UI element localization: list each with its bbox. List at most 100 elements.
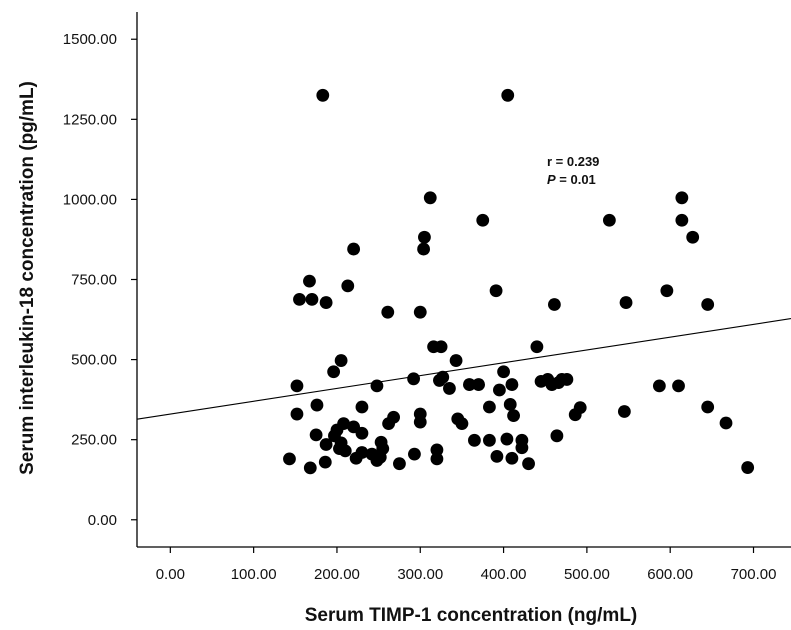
data-point — [319, 438, 333, 451]
data-points — [283, 88, 755, 475]
data-point — [493, 383, 506, 397]
data-point — [547, 298, 561, 311]
data-point — [449, 354, 463, 367]
data-point — [534, 374, 548, 388]
data-point — [675, 213, 689, 227]
data-point — [701, 400, 715, 414]
x-tick-label: 400.00 — [481, 566, 527, 583]
data-point — [303, 461, 317, 475]
data-point — [701, 298, 715, 311]
data-point — [552, 376, 565, 390]
data-point — [290, 407, 304, 421]
y-tick-label: 250.00 — [71, 432, 117, 449]
data-point — [550, 429, 564, 443]
data-point — [468, 433, 481, 447]
y-tick-label: 1500.00 — [63, 31, 117, 48]
data-point — [283, 452, 296, 466]
x-tick-label: 700.00 — [731, 566, 777, 583]
data-point — [741, 461, 755, 474]
data-point — [418, 230, 431, 244]
y-tick-label: 500.00 — [71, 352, 117, 369]
data-point — [382, 417, 396, 431]
data-point — [309, 428, 323, 442]
data-point — [327, 365, 341, 379]
p-value-label: P = 0.01 — [547, 172, 596, 187]
data-point — [515, 441, 529, 455]
y-tick-label: 750.00 — [71, 272, 117, 289]
data-point — [672, 379, 685, 393]
data-point — [355, 400, 369, 414]
y-tick-label: 0.00 — [88, 512, 117, 529]
data-point — [430, 443, 444, 457]
data-point — [423, 191, 437, 205]
data-point — [490, 449, 504, 463]
data-point — [530, 340, 544, 354]
data-point — [408, 447, 421, 461]
data-point — [430, 452, 444, 466]
data-point — [660, 284, 674, 298]
data-point — [341, 279, 355, 293]
data-point — [568, 408, 582, 422]
data-point — [619, 296, 633, 309]
data-point — [503, 398, 517, 411]
data-point — [413, 415, 427, 429]
data-point — [434, 340, 448, 354]
data-point — [652, 379, 666, 393]
data-point — [617, 405, 631, 418]
data-point — [483, 433, 496, 447]
data-point — [381, 305, 395, 319]
x-tick-label: 300.00 — [397, 566, 443, 583]
correlation-r-label: r = 0.239 — [547, 154, 599, 169]
y-axis: 0.00 250.00 500.00 750.00 1000.00 1250.00 1500… — [63, 12, 138, 547]
data-point — [505, 378, 519, 391]
data-point — [686, 230, 700, 244]
data-point — [347, 242, 361, 256]
p-symbol: P — [547, 172, 556, 187]
data-point — [305, 292, 319, 306]
data-point — [310, 398, 324, 412]
data-point — [489, 284, 503, 298]
x-axis: 0.00 100.00 200.00 300.00 400.00 500.00 600.00… — [137, 546, 791, 583]
data-point — [355, 446, 369, 459]
data-point — [507, 409, 520, 423]
regression-line-group — [136, 318, 791, 420]
data-point — [290, 379, 304, 393]
data-point — [455, 417, 469, 431]
data-point — [355, 426, 369, 440]
x-tick-label: 100.00 — [231, 566, 277, 583]
p-value-text: = 0.01 — [556, 172, 596, 187]
data-point — [318, 455, 332, 469]
data-point — [293, 292, 306, 306]
data-point — [472, 378, 485, 391]
data-point — [505, 451, 519, 465]
regression-line — [136, 318, 791, 420]
data-point — [407, 372, 420, 386]
data-point — [417, 242, 430, 256]
data-point — [319, 296, 333, 309]
data-point — [483, 400, 496, 414]
data-point — [602, 213, 616, 227]
data-point — [433, 374, 446, 387]
data-point — [316, 88, 330, 102]
data-point — [500, 432, 514, 446]
x-tick-label: 500.00 — [564, 566, 610, 583]
data-point — [413, 305, 427, 319]
x-tick-label: 0.00 — [156, 566, 185, 583]
data-point — [522, 457, 535, 471]
data-point — [501, 88, 515, 102]
y-tick-label: 1250.00 — [63, 111, 117, 128]
data-point — [497, 365, 510, 379]
data-point — [338, 444, 352, 458]
data-point — [443, 382, 456, 395]
data-point — [463, 378, 476, 391]
data-point — [719, 416, 733, 430]
data-point — [393, 457, 406, 471]
x-tick-label: 600.00 — [647, 566, 693, 583]
data-point — [303, 274, 316, 288]
data-point — [370, 454, 384, 467]
y-tick-label: 1000.00 — [63, 191, 117, 208]
x-axis-title: Serum TIMP-1 concentration (ng/mL) — [305, 605, 638, 626]
data-point — [334, 354, 348, 367]
data-point — [476, 213, 490, 227]
